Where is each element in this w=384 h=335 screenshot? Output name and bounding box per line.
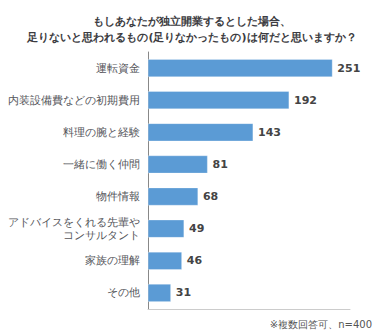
svg-text:コンサルタント: コンサルタント <box>63 229 140 242</box>
svg-text:家族の理解: 家族の理解 <box>85 254 140 267</box>
svg-text:物件情報: 物件情報 <box>96 190 140 203</box>
svg-text:46: 46 <box>187 254 203 267</box>
svg-text:足りないと思われるもの(足りなかったもの)は何だと思いますか: 足りないと思われるもの(足りなかったもの)は何だと思いますか？ <box>26 31 356 44</box>
svg-text:一緒に働く仲間: 一緒に働く仲間 <box>63 158 140 171</box>
svg-text:251: 251 <box>337 62 360 75</box>
svg-text:もしあなたが独立開業するとした場合、: もしあなたが独立開業するとした場合、 <box>93 15 291 28</box>
svg-text:その他: その他 <box>107 286 140 299</box>
svg-text:運転資金: 運転資金 <box>96 62 140 75</box>
svg-text:料理の腕と経験: 料理の腕と経験 <box>63 126 140 139</box>
svg-text:※複数回答可、n=400: ※複数回答可、n=400 <box>270 319 372 330</box>
svg-text:31: 31 <box>176 286 191 299</box>
svg-text:49: 49 <box>189 222 204 235</box>
svg-text:内装設備費などの初期費用: 内装設備費などの初期費用 <box>8 94 140 107</box>
svg-text:アドバイスをくれる先輩や: アドバイスをくれる先輩や <box>8 216 140 229</box>
svg-text:81: 81 <box>212 158 227 171</box>
svg-text:68: 68 <box>203 190 218 203</box>
svg-text:143: 143 <box>258 126 281 139</box>
svg-text:192: 192 <box>294 94 317 107</box>
